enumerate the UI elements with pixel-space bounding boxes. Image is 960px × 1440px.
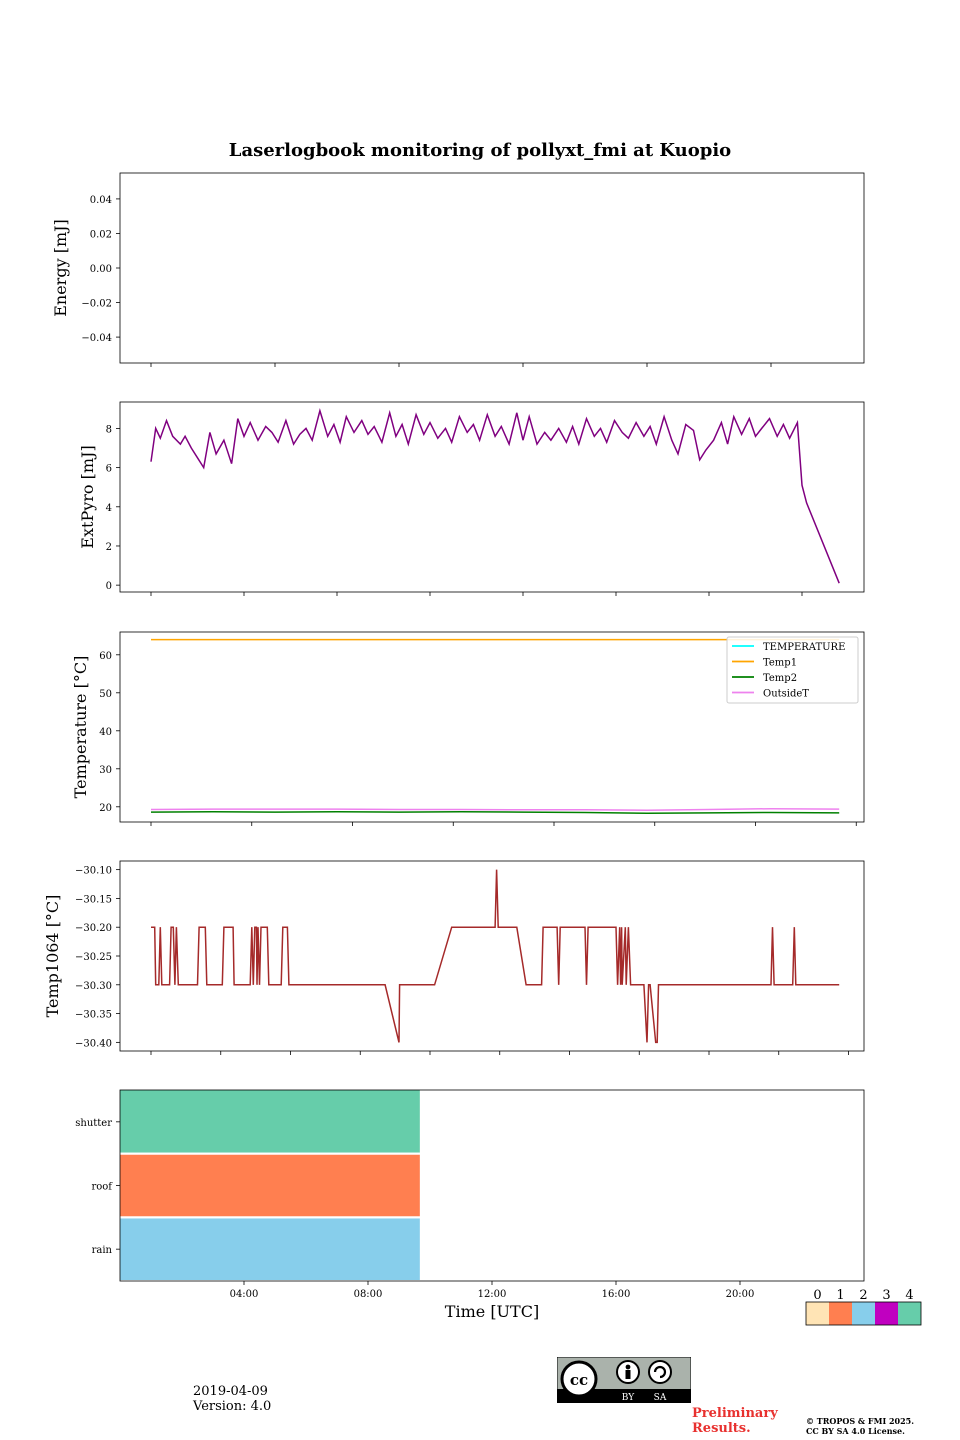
x-tick-label: 16:00	[602, 1289, 631, 1300]
panel-energy: 0.04 0.02 0.00 −0.02 −0.04 Energy [mJ]	[51, 172, 865, 367]
colorbar-label-2: 2	[859, 1288, 867, 1303]
y-tick-label: 60	[99, 651, 112, 662]
y-tick-label: −30.10	[75, 866, 112, 877]
y-tick-label: 0.00	[90, 264, 112, 275]
colorbar-swatch-3	[875, 1302, 898, 1325]
copyright-line-1: © TROPOS & FMI 2025.	[806, 1416, 915, 1426]
colorbar-swatch-2	[852, 1302, 875, 1325]
legend-label-temp1: Temp1	[763, 658, 797, 669]
panel-status: shutter roof rain 04:00 08:00 12:00 16:00 20:00	[75, 1089, 865, 1300]
y-axis-label: Temperature [°C]	[71, 656, 90, 799]
y-tick-label: 40	[99, 727, 112, 738]
legend-label-temperature: TEMPERATURE	[763, 642, 845, 653]
cc-sa-icon	[648, 1360, 672, 1384]
panel-extpyro: 0 2 4 6 8 ExtPyro [mJ]	[78, 401, 865, 596]
preliminary-results-note: Preliminary Results.	[692, 1406, 778, 1436]
status-bar-rain	[120, 1218, 420, 1280]
x-tick-label: 12:00	[478, 1289, 507, 1300]
x-tick-label: 20:00	[726, 1289, 755, 1300]
cc-icon	[560, 1360, 598, 1398]
colorbar-label-1: 1	[836, 1288, 844, 1303]
legend: TEMPERATURE Temp1 Temp2 OutsideT	[726, 636, 859, 704]
x-tick-label: 08:00	[354, 1289, 383, 1300]
colorbar-swatch-4	[898, 1302, 921, 1325]
y-tick-label: 0	[106, 581, 112, 592]
status-bar-shutter	[120, 1090, 420, 1153]
preliminary-line-2: Results.	[692, 1421, 751, 1436]
y-tick-label: 20	[99, 803, 112, 814]
svg-text:cc: cc	[570, 1371, 588, 1389]
series-line-temp2	[150, 810, 840, 815]
colorbar-label-0: 0	[813, 1288, 821, 1303]
footer-date-version: 2019-04-09 Version: 4.0	[193, 1384, 271, 1414]
panel-temperature: 20 30 40 50 60 Temperature [°C] TEMPERATURE Tem…	[71, 631, 865, 826]
y-tick-label: −30.30	[75, 981, 112, 992]
y-tick-label: 6	[106, 464, 112, 475]
colorbar-label-4: 4	[905, 1288, 913, 1303]
row-label-shutter: shutter	[75, 1118, 112, 1129]
row-label-roof: roof	[91, 1182, 113, 1193]
y-tick-label: 2	[106, 542, 112, 553]
legend-label-outsidet: OutsideT	[763, 689, 809, 700]
copyright-line-2: CC BY SA 4.0 License.	[806, 1426, 905, 1436]
panel-temp1064: −30.10 −30.15 −30.20 −30.25 −30.30 −30.35 −30.…	[43, 860, 865, 1055]
axes-frame	[119, 860, 865, 1052]
y-tick-label: −30.35	[75, 1010, 112, 1021]
y-tick-label: −30.40	[75, 1038, 112, 1049]
cc-by-label: BY	[622, 1393, 635, 1403]
status-bar-roof	[120, 1154, 420, 1217]
y-axis-label: Energy [mJ]	[51, 219, 70, 317]
axes-frame	[119, 172, 865, 364]
y-tick-label: 4	[106, 503, 112, 514]
series-line-outsidet	[150, 807, 840, 811]
x-tick-label: 04:00	[230, 1289, 259, 1300]
cc-sa-label: SA	[654, 1393, 667, 1403]
y-tick-label: −30.25	[75, 952, 112, 963]
y-axis-label: ExtPyro [mJ]	[78, 445, 97, 548]
axes-frame	[119, 401, 865, 593]
y-tick-label: 8	[106, 424, 112, 435]
colorbar-swatch-0	[806, 1302, 829, 1325]
legend-label-temp2: Temp2	[763, 673, 797, 684]
cc-license-badge: cc BY SA	[557, 1357, 691, 1403]
colorbar-swatch-1	[829, 1302, 852, 1325]
y-tick-label: 50	[99, 689, 112, 700]
series-line-extpyro	[150, 408, 840, 584]
figure-title: Laserlogbook monitoring of pollyxt_fmi a…	[228, 140, 732, 161]
y-axis-label: Temp1064 [°C]	[43, 895, 62, 1018]
y-tick-label: −0.04	[81, 333, 112, 344]
y-tick-label: −30.20	[75, 923, 112, 934]
y-tick-label: 0.02	[90, 229, 112, 240]
x-axis-label: Time [UTC]	[444, 1302, 540, 1321]
series-line-temp1064	[151, 869, 840, 1044]
footer-version: Version: 4.0	[193, 1399, 272, 1414]
y-tick-label: −30.15	[75, 894, 112, 905]
y-tick-label: −0.02	[81, 299, 112, 310]
axes-frame	[119, 631, 865, 823]
copyright-note: © TROPOS & FMI 2025. CC BY SA 4.0 Licens…	[806, 1416, 914, 1436]
footer-date: 2019-04-09	[193, 1384, 268, 1399]
colorbar-label-3: 3	[882, 1288, 890, 1303]
y-tick-label: 30	[99, 765, 112, 776]
preliminary-line-1: Preliminary	[692, 1406, 778, 1421]
y-tick-label: 0.04	[90, 195, 112, 206]
row-label-rain: rain	[92, 1245, 113, 1256]
